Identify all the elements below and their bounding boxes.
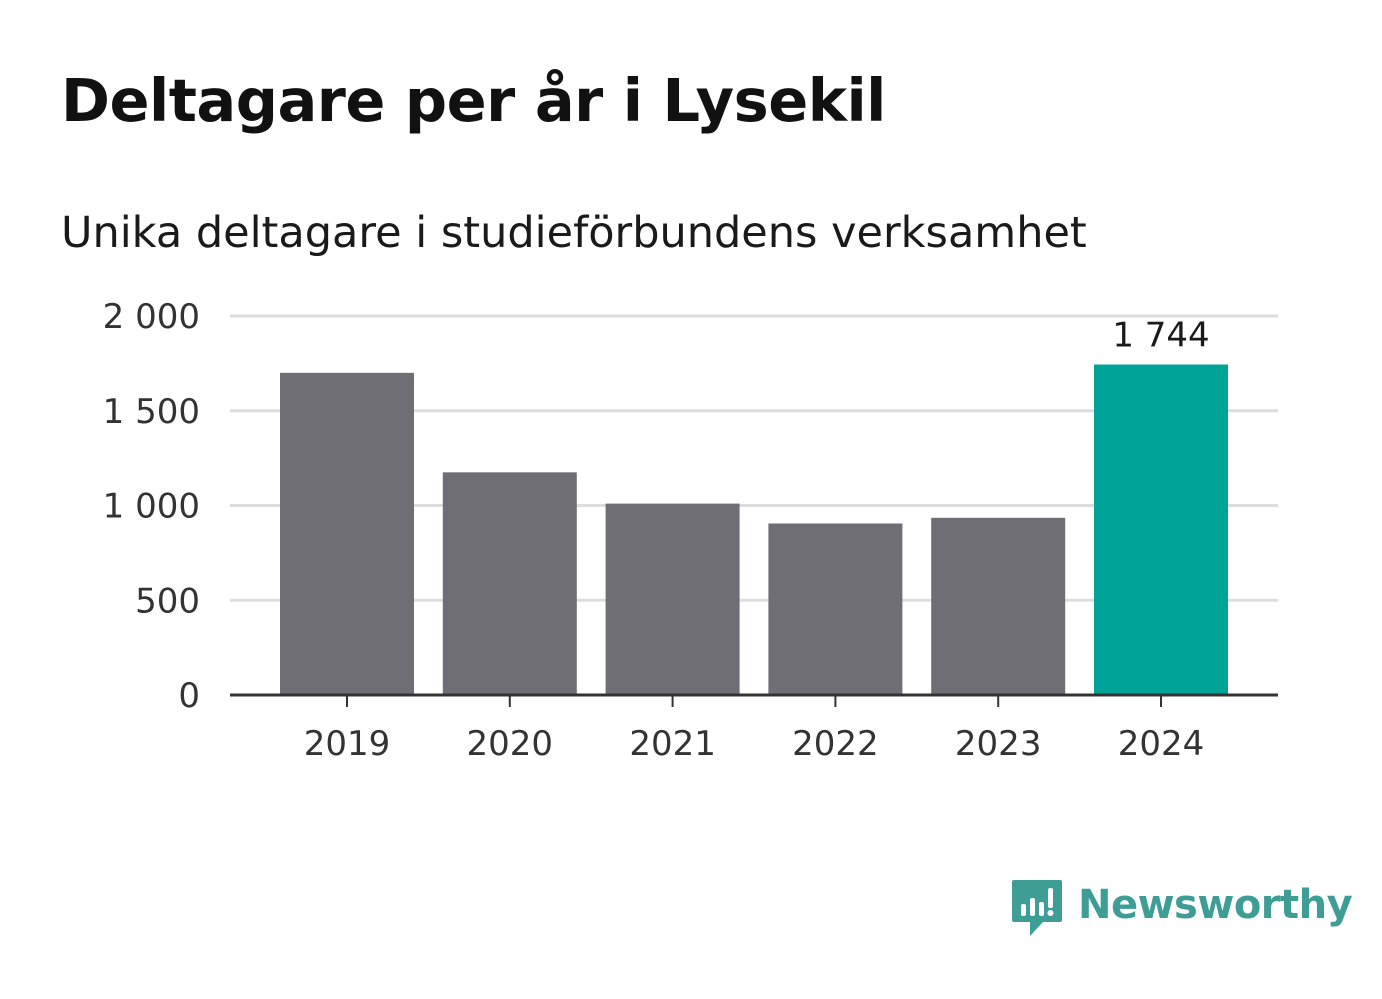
axes	[230, 693, 1278, 707]
x-tick-label: 2022	[792, 724, 879, 764]
brand-name: Newsworthy	[1078, 882, 1353, 928]
bar-2024	[1094, 364, 1228, 695]
chart-subtitle: Unika deltagare i studieförbundens verks…	[61, 208, 1087, 258]
x-tick-label: 2023	[955, 724, 1042, 764]
bar-2022	[768, 523, 903, 695]
x-tick-label: 2019	[304, 724, 391, 764]
x-tick-label: 2021	[629, 724, 716, 764]
chart-title: Deltagare per år i Lysekil	[61, 66, 886, 135]
y-tick-label: 0	[178, 676, 200, 716]
y-tick-label: 500	[135, 581, 200, 621]
bar-2021	[605, 503, 740, 695]
y-tick-label: 1 000	[103, 487, 200, 527]
labels: 0 500 1 000 1 500 2 000 2019 2020 2021 2022 2023 2…	[103, 297, 1210, 764]
bar-2020	[442, 472, 577, 695]
x-tick-label: 2024	[1118, 724, 1205, 764]
y-tick-label: 2 000	[103, 297, 200, 337]
bar-2023	[931, 517, 1066, 695]
data-label: 1 744	[1112, 316, 1209, 356]
bars	[280, 364, 1228, 695]
bar-2019	[280, 372, 414, 695]
newsworthy-logo-icon	[1012, 880, 1062, 936]
newsworthy-brand: Newsworthy	[1010, 878, 1353, 940]
x-tick-label: 2020	[467, 724, 554, 764]
y-tick-label: 1 500	[103, 392, 200, 432]
